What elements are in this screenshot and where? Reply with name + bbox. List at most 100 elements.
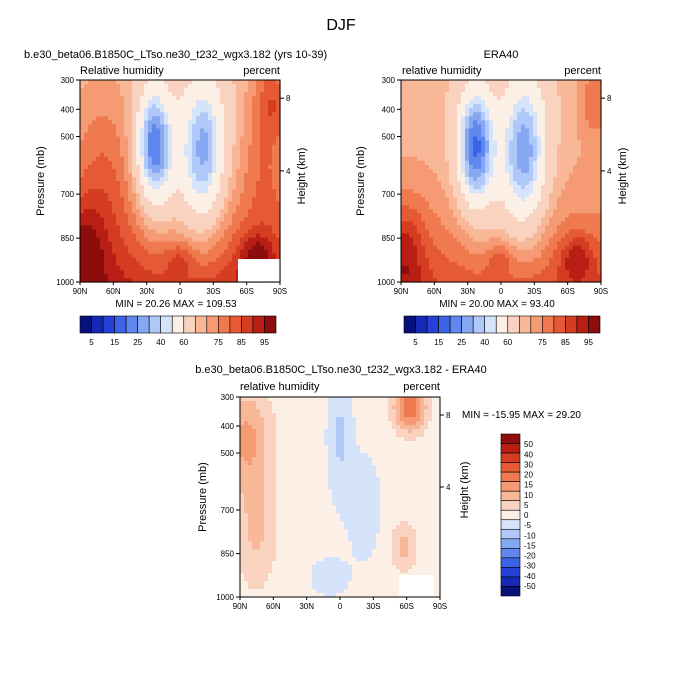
contour-cell <box>509 144 514 150</box>
contour-cell <box>445 249 450 255</box>
contour-cell <box>469 124 474 130</box>
contour-cell <box>589 193 594 198</box>
contour-cell <box>585 100 590 105</box>
contour-cell <box>80 172 85 178</box>
contour-cell <box>473 156 478 162</box>
contour-cell <box>401 108 406 113</box>
contour-cell <box>545 144 550 150</box>
contour-cell <box>497 100 502 105</box>
contour-cell <box>192 156 197 162</box>
contour-cell <box>236 176 241 182</box>
contour-cell <box>569 100 574 105</box>
contour-cell <box>425 160 430 166</box>
contour-cell <box>252 201 257 206</box>
contour-cell <box>84 84 89 89</box>
contour-cell <box>577 104 582 109</box>
contour-cell <box>192 92 197 97</box>
contour-cell <box>252 197 257 202</box>
contour-cell <box>96 225 101 231</box>
contour-cell <box>132 144 137 150</box>
contour-cell <box>409 269 414 275</box>
contour-cell <box>104 128 109 134</box>
contour-cell <box>232 189 237 194</box>
contour-cell <box>168 176 173 182</box>
contour-cell <box>176 209 181 214</box>
contour-cell <box>260 92 265 97</box>
contour-cell <box>433 104 438 109</box>
contour-cell <box>144 277 149 283</box>
contour-cell <box>264 152 269 158</box>
contour-cell <box>537 185 542 190</box>
contour-cell <box>553 185 558 190</box>
contour-cell <box>80 160 85 166</box>
contour-cell <box>196 213 201 218</box>
contour-cell <box>212 120 217 126</box>
contour-cell <box>445 148 450 154</box>
contour-cell <box>457 225 462 231</box>
contour-cell <box>409 80 414 85</box>
contour-cell <box>425 233 430 239</box>
contour-cell <box>525 152 530 158</box>
contour-cell <box>441 245 446 251</box>
contour-cell <box>485 124 490 130</box>
contour-cell <box>553 92 558 97</box>
contour-cell <box>505 176 510 182</box>
contour-cell <box>156 108 161 113</box>
contour-cell <box>433 176 438 182</box>
contour-cell <box>148 217 153 222</box>
contour-cell <box>441 140 446 146</box>
contour-cell <box>441 104 446 109</box>
contour-cell <box>569 88 574 93</box>
contour-cell <box>425 261 430 267</box>
contour-cell <box>96 124 101 130</box>
contour-cell <box>108 221 113 227</box>
contour-cell <box>188 209 193 214</box>
contour-cell <box>449 124 454 130</box>
contour-cell <box>533 253 538 259</box>
contour-cell <box>148 148 153 154</box>
contour-cell <box>220 128 225 134</box>
contour-cell <box>477 112 482 117</box>
contour-cell <box>120 136 125 142</box>
contour-cell <box>517 241 522 247</box>
contour-cell <box>429 185 434 190</box>
contour-cell <box>116 241 121 247</box>
contour-cell <box>485 148 490 154</box>
contour-cell <box>517 181 522 186</box>
contour-cell <box>172 116 177 121</box>
contour-cell <box>100 205 105 210</box>
contour-cell <box>453 217 458 222</box>
panel-obs-left-label: relative humidity <box>402 65 482 77</box>
contour-cell <box>192 233 197 239</box>
contour-cell <box>481 233 486 239</box>
contour-cell <box>501 160 506 166</box>
contour-cell <box>553 273 558 279</box>
contour-cell <box>156 96 161 101</box>
contour-cell <box>417 144 422 150</box>
contour-cell <box>521 189 526 194</box>
contour-cell <box>513 193 518 198</box>
contour-cell <box>120 273 125 279</box>
contour-cell <box>405 193 410 198</box>
contour-cell <box>208 181 213 186</box>
contour-cell <box>461 104 466 109</box>
contour-cell <box>232 201 237 206</box>
contour-cell <box>497 201 502 206</box>
contour-cell <box>204 253 209 259</box>
contour-cell <box>220 181 225 186</box>
contour-cell <box>220 253 225 259</box>
contour-cell <box>433 257 438 263</box>
contour-cell <box>140 140 145 146</box>
contour-cell <box>513 120 518 126</box>
contour-cell <box>212 217 217 222</box>
contour-cell <box>156 217 161 222</box>
contour-cell <box>96 148 101 154</box>
contour-cell <box>489 136 494 142</box>
contour-cell <box>453 108 458 113</box>
contour-cell <box>569 104 574 109</box>
contour-cell <box>509 172 514 178</box>
contour-cell <box>180 225 185 231</box>
contour-cell <box>136 128 141 134</box>
contour-cell <box>108 152 113 158</box>
contour-cell <box>148 197 153 202</box>
